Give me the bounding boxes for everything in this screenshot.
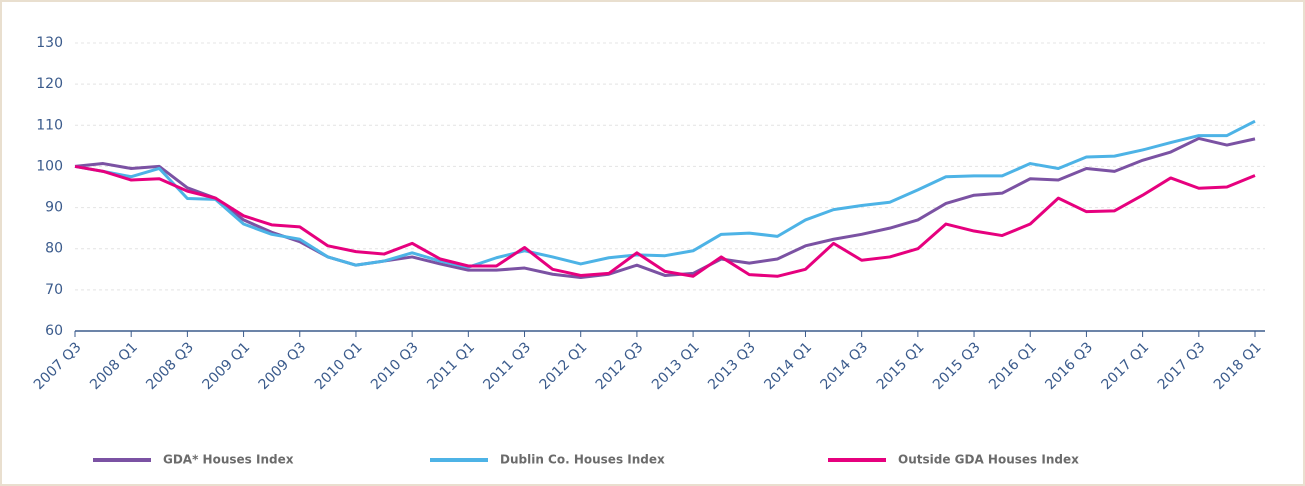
y-tick-label: 110 (36, 117, 63, 133)
y-tick-label: 60 (45, 323, 63, 339)
y-tick-label: 130 (36, 35, 63, 51)
series-line (74, 164, 1256, 278)
legend-label: GDA* Houses Index (163, 453, 294, 467)
y-tick-label: 80 (45, 241, 63, 257)
y-tick-label: 120 (36, 76, 63, 92)
y-tick-label: 90 (45, 200, 63, 216)
y-tick-label: 70 (45, 282, 63, 298)
legend-label: Outside GDA Houses Index (898, 453, 1079, 467)
series-line (74, 136, 1256, 280)
y-tick-label: 100 (36, 158, 63, 174)
legend-label: Dublin Co. Houses Index (500, 453, 665, 467)
series-line (74, 119, 1256, 269)
